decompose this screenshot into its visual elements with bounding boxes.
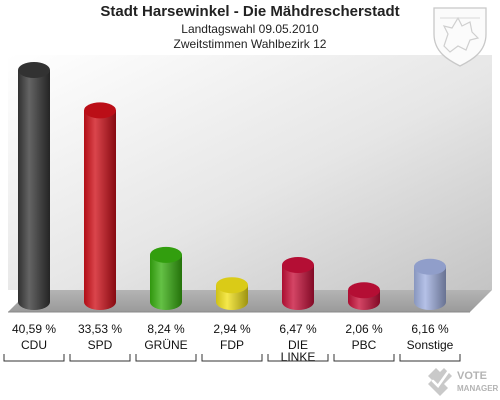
bar-body-4 <box>282 265 314 310</box>
chart-title: Stadt Harsewinkel - Die Mähdrescherstadt <box>100 3 400 20</box>
value-label-2: 8,24 % <box>147 322 185 336</box>
vote-manager-logo: VOTE MANAGER <box>428 368 499 396</box>
value-label-5: 2,06 % <box>345 322 383 336</box>
bar-6 <box>414 258 446 310</box>
chart-subtitle-election: Landtagswahl 09.05.2010 <box>181 22 319 36</box>
category-label-0: CDU <box>21 338 47 352</box>
bar-top-5 <box>348 282 380 299</box>
category-bracket-1 <box>69 354 131 362</box>
bar-top-3 <box>216 277 248 294</box>
category-label-4-line-1: LINKE <box>281 350 316 364</box>
value-label-4: 6,47 % <box>279 322 317 336</box>
category-label-5: PBC <box>352 338 377 352</box>
value-label-0: 40,59 % <box>12 322 56 336</box>
bar-1 <box>84 102 116 310</box>
category-bracket-5 <box>333 354 395 362</box>
value-label-3: 2,94 % <box>213 322 251 336</box>
bar-3 <box>216 277 248 310</box>
value-label-1: 33,53 % <box>78 322 122 336</box>
bar-body-2 <box>150 254 182 310</box>
bar-top-1 <box>84 102 116 119</box>
labels-layer: 40,59 % CDU 33,53 % SPD 8,24 % GRÜNE 2,94 % FDP… <box>3 322 461 364</box>
chart-subtitle-district: Zweitstimmen Wahlbezirk 12 <box>173 37 327 51</box>
bar-top-6 <box>414 258 446 275</box>
bar-4 <box>282 257 314 310</box>
category-bracket-6 <box>399 354 461 362</box>
category-label-3: FDP <box>220 338 244 352</box>
logo-text-vote: VOTE <box>457 370 487 382</box>
category-bracket-4 <box>267 354 329 362</box>
bar-2 <box>150 246 182 310</box>
bar-body-0 <box>18 70 50 310</box>
category-label-6: Sonstige <box>407 338 454 352</box>
logo-text-manager: MANAGER <box>457 384 499 393</box>
bar-top-0 <box>18 62 50 78</box>
bar-5 <box>348 282 380 310</box>
bars-layer <box>18 62 446 310</box>
category-label-1: SPD <box>88 338 113 352</box>
category-bracket-0 <box>3 354 65 362</box>
category-label-2: GRÜNE <box>144 338 187 352</box>
bar-body-6 <box>414 266 446 310</box>
coat-of-arms-icon <box>433 7 487 67</box>
category-bracket-2 <box>135 354 197 362</box>
category-label-4-line-0: DIE <box>288 338 308 352</box>
bar-body-1 <box>84 110 116 310</box>
value-label-6: 6,16 % <box>411 322 449 336</box>
bar-top-4 <box>282 257 314 274</box>
bar-0 <box>18 62 50 310</box>
bar-top-2 <box>150 246 182 263</box>
category-bracket-3 <box>201 354 263 362</box>
